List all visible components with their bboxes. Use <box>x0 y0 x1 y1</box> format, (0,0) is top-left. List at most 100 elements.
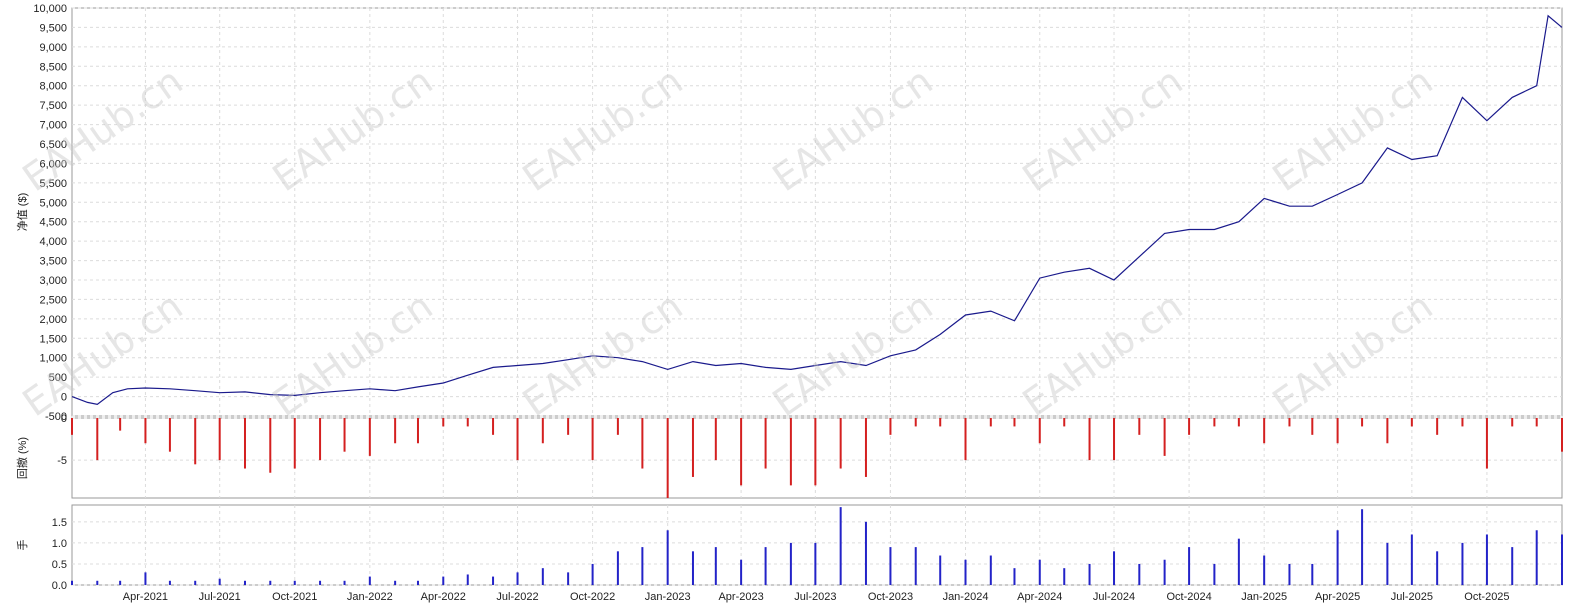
x-tick-label: Apr-2021 <box>123 591 168 603</box>
equity-y-tick-labels: -50005001,0001,5002,0002,5003,0003,5004,… <box>33 3 67 423</box>
drawdown-bar <box>964 418 967 461</box>
lots-bar <box>1461 542 1464 585</box>
drawdown-y-tick-labels: -5 0 <box>57 413 67 467</box>
lots-bar <box>914 547 917 585</box>
lots-bar <box>343 580 346 585</box>
drawdown-bar <box>368 418 371 456</box>
drawdown-bar <box>839 418 842 469</box>
drawdown-bar <box>814 418 817 486</box>
drawdown-bar <box>218 418 221 461</box>
y-tick-label: 0.5 <box>52 559 67 571</box>
equity-plot-frame <box>71 7 1563 417</box>
lots-bar <box>1336 530 1339 585</box>
drawdown-bar <box>1213 418 1216 427</box>
lots-bar <box>1361 509 1364 585</box>
lots-bar <box>218 578 221 585</box>
y-tick-label: 9,500 <box>39 22 67 34</box>
x-tick-label: Apr-2022 <box>421 591 466 603</box>
lots-bar <box>964 559 967 585</box>
lots-bar <box>1288 563 1291 585</box>
x-tick-label: Jul-2024 <box>1093 591 1135 603</box>
drawdown-bar <box>1436 418 1439 435</box>
lots-bar <box>466 574 469 585</box>
lots-bar <box>1511 547 1514 585</box>
lots-bar <box>740 559 743 585</box>
y-tick-label: 4,000 <box>39 236 67 248</box>
drawdown-bar <box>71 418 73 435</box>
x-tick-label: Jan-2022 <box>347 591 393 603</box>
lots-bar <box>394 580 397 585</box>
y-tick-label: 10,000 <box>33 3 67 15</box>
drawdown-bar <box>1561 418 1563 452</box>
y-tick-label: 6,000 <box>39 158 67 170</box>
equity-y-axis-label: 净值 ($) <box>15 193 29 232</box>
y-tick-label: 500 <box>49 372 67 384</box>
lots-plot-frame <box>71 504 1563 586</box>
x-axis-tick-labels: Apr-2021 Jul-2021 Oct-2021 Jan-2022 Apr-2022… <box>123 591 1510 603</box>
y-tick-label: 8,000 <box>39 81 67 93</box>
y-tick-label: 3,500 <box>39 256 67 268</box>
lots-bar <box>1163 559 1166 585</box>
drawdown-bar <box>864 418 867 477</box>
lots-bar <box>641 547 644 585</box>
lots-bar <box>492 576 495 585</box>
drawdown-bar <box>1088 418 1091 461</box>
y-tick-label: -5 <box>57 455 67 467</box>
drawdown-bar <box>1237 418 1240 427</box>
x-tick-label: Oct-2023 <box>868 591 913 603</box>
drawdown-bar <box>616 418 619 435</box>
drawdown-bar <box>914 418 917 427</box>
drawdown-bar <box>1386 418 1389 444</box>
y-tick-label: 6,500 <box>39 139 67 151</box>
lots-bar <box>71 580 73 585</box>
drawdown-bar <box>394 418 397 444</box>
lots-bar <box>319 580 322 585</box>
lots-bar <box>789 542 792 585</box>
y-tick-label: -500 <box>45 411 67 423</box>
drawdown-bar <box>1311 418 1314 435</box>
drawdown-bar <box>1263 418 1266 444</box>
lots-bar <box>1088 563 1091 585</box>
drawdown-bar <box>119 418 122 431</box>
drawdown-bar <box>1511 418 1514 427</box>
x-tick-label: Apr-2024 <box>1017 591 1062 603</box>
drawdown-bar <box>442 418 445 427</box>
lots-bar <box>839 507 842 585</box>
drawdown-y-axis-label: 回撤 (%) <box>15 437 29 479</box>
drawdown-bar <box>889 418 892 435</box>
x-tick-label: Oct-2025 <box>1464 591 1509 603</box>
drawdown-bar <box>789 418 792 486</box>
lots-bar <box>416 580 419 585</box>
drawdown-bar <box>516 418 519 461</box>
equity-panel: -50005001,0001,5002,0002,5003,0003,5004,… <box>15 3 1563 423</box>
lots-y-tick-labels: 0.0 0.5 1.0 1.5 <box>52 517 67 592</box>
lots-bar <box>714 547 717 585</box>
lots-bar <box>243 580 246 585</box>
drawdown-bar <box>144 418 147 444</box>
lots-bar <box>1188 547 1191 585</box>
lots-bar <box>1311 563 1314 585</box>
drawdown-bar <box>1138 418 1141 435</box>
x-tick-label: Jul-2023 <box>794 591 836 603</box>
drawdown-bar <box>466 418 469 427</box>
lots-bars <box>71 507 1563 585</box>
drawdown-bar <box>591 418 594 461</box>
x-tick-label: Jan-2023 <box>645 591 691 603</box>
drawdown-bar <box>541 418 544 444</box>
y-tick-label: 5,000 <box>39 197 67 209</box>
x-tick-label: Jul-2021 <box>199 591 241 603</box>
lots-bar <box>1237 538 1240 585</box>
drawdown-bar <box>989 418 992 427</box>
lots-bar <box>1410 534 1413 585</box>
lots-bar <box>119 580 122 585</box>
lots-panel: 0.0 0.5 1.0 1.5 Apr-2021 Jul-2021 Oct-2021 Jan… <box>15 504 1563 603</box>
drawdown-bar <box>1288 418 1291 427</box>
lots-bar <box>96 580 99 585</box>
lots-y-axis-label: 手 <box>15 540 29 551</box>
drawdown-bar <box>343 418 346 452</box>
drawdown-bar <box>293 418 296 469</box>
drawdown-bar <box>1063 418 1066 427</box>
drawdown-bar <box>666 418 669 498</box>
drawdown-bar <box>1038 418 1041 444</box>
y-tick-label: 5,500 <box>39 178 67 190</box>
